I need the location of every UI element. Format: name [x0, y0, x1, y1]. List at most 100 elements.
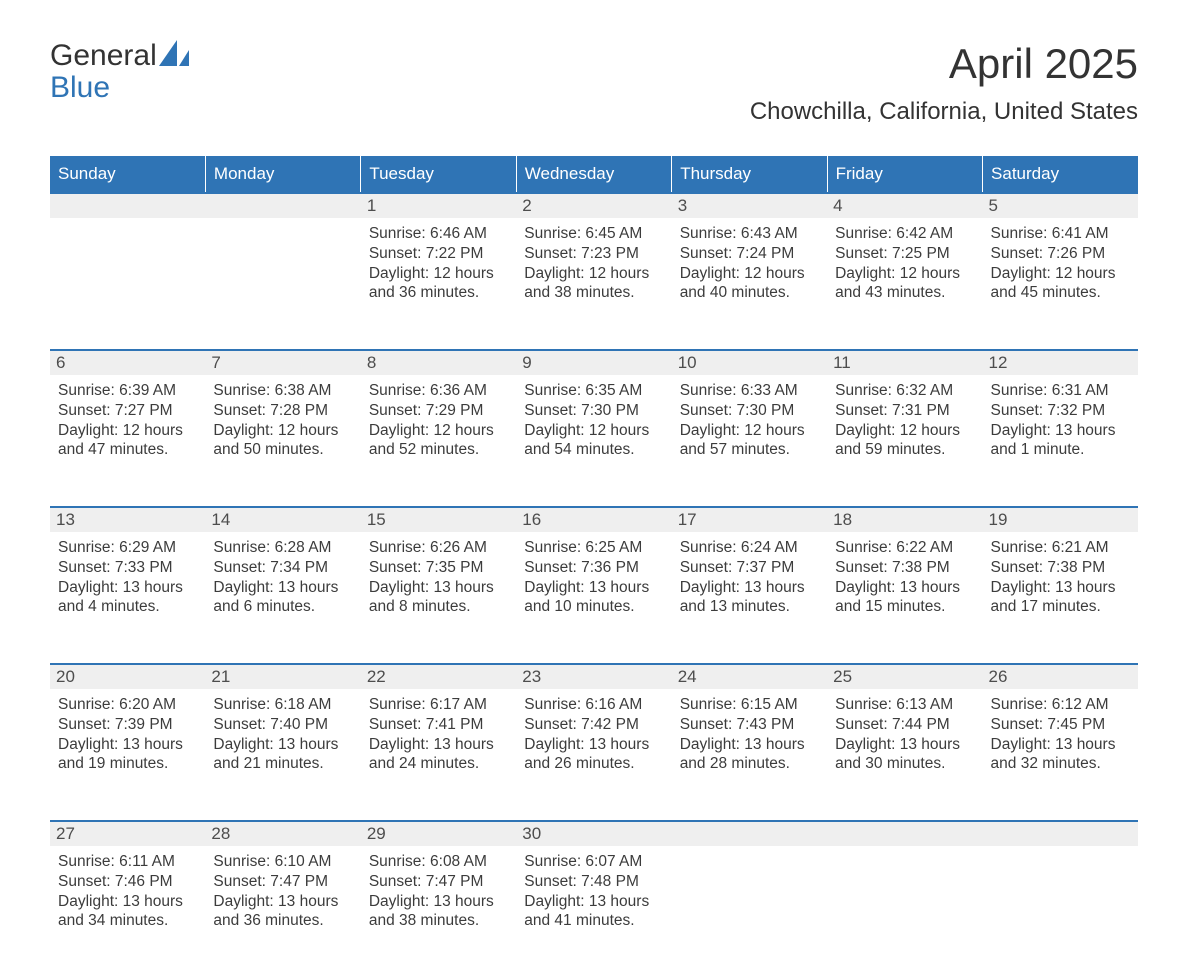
- daylight-line: Daylight: 13 hours and 28 minutes.: [680, 735, 819, 775]
- sunrise-line: Sunrise: 6:08 AM: [369, 852, 508, 872]
- day-number-cell: 6: [50, 350, 205, 375]
- day-data: Sunrise: 6:46 AMSunset: 7:22 PMDaylight:…: [361, 218, 516, 303]
- day-data: Sunrise: 6:41 AMSunset: 7:26 PMDaylight:…: [983, 218, 1138, 303]
- day-data: Sunrise: 6:45 AMSunset: 7:23 PMDaylight:…: [516, 218, 671, 303]
- day-data: Sunrise: 6:22 AMSunset: 7:38 PMDaylight:…: [827, 532, 982, 617]
- sunset-line: Sunset: 7:42 PM: [524, 715, 663, 735]
- day-number-cell: 2: [516, 193, 671, 218]
- day-data: Sunrise: 6:16 AMSunset: 7:42 PMDaylight:…: [516, 689, 671, 774]
- day-data: Sunrise: 6:18 AMSunset: 7:40 PMDaylight:…: [205, 689, 360, 774]
- day-header: Wednesday: [516, 156, 671, 193]
- week-number-row: 20212223242526: [50, 664, 1138, 689]
- sunrise-line: Sunrise: 6:25 AM: [524, 538, 663, 558]
- logo-sail-icon: [159, 40, 193, 66]
- day-data: Sunrise: 6:42 AMSunset: 7:25 PMDaylight:…: [827, 218, 982, 303]
- day-number: 11: [827, 351, 982, 375]
- sunset-line: Sunset: 7:40 PM: [213, 715, 352, 735]
- day-number: 2: [516, 194, 671, 218]
- daylight-line: Daylight: 13 hours and 41 minutes.: [524, 892, 663, 932]
- daylight-line: Daylight: 13 hours and 30 minutes.: [835, 735, 974, 775]
- day-number-cell: 5: [983, 193, 1138, 218]
- day-number: 8: [361, 351, 516, 375]
- day-header: Sunday: [50, 156, 205, 193]
- day-number-cell: [50, 193, 205, 218]
- daylight-line: Daylight: 13 hours and 15 minutes.: [835, 578, 974, 618]
- day-cell: Sunrise: 6:24 AMSunset: 7:37 PMDaylight:…: [672, 532, 827, 664]
- sunrise-line: Sunrise: 6:36 AM: [369, 381, 508, 401]
- day-number-cell: 27: [50, 821, 205, 846]
- week-number-row: 12345: [50, 193, 1138, 218]
- day-cell: Sunrise: 6:20 AMSunset: 7:39 PMDaylight:…: [50, 689, 205, 821]
- sunrise-line: Sunrise: 6:07 AM: [524, 852, 663, 872]
- day-number: 14: [205, 508, 360, 532]
- day-number-cell: 18: [827, 507, 982, 532]
- day-number-cell: 26: [983, 664, 1138, 689]
- sunset-line: Sunset: 7:41 PM: [369, 715, 508, 735]
- day-cell: Sunrise: 6:08 AMSunset: 7:47 PMDaylight:…: [361, 846, 516, 978]
- calendar-body: 12345Sunrise: 6:46 AMSunset: 7:22 PMDayl…: [50, 193, 1138, 978]
- sunrise-line: Sunrise: 6:33 AM: [680, 381, 819, 401]
- day-header: Tuesday: [361, 156, 516, 193]
- day-cell: [205, 218, 360, 350]
- day-number: 28: [205, 822, 360, 846]
- day-number-cell: 19: [983, 507, 1138, 532]
- sunset-line: Sunset: 7:24 PM: [680, 244, 819, 264]
- day-number-cell: 28: [205, 821, 360, 846]
- sunset-line: Sunset: 7:27 PM: [58, 401, 197, 421]
- sunrise-line: Sunrise: 6:13 AM: [835, 695, 974, 715]
- sunset-line: Sunset: 7:29 PM: [369, 401, 508, 421]
- daylight-line: Daylight: 12 hours and 54 minutes.: [524, 421, 663, 461]
- day-data: Sunrise: 6:33 AMSunset: 7:30 PMDaylight:…: [672, 375, 827, 460]
- day-cell: [672, 846, 827, 978]
- day-number: 27: [50, 822, 205, 846]
- day-data: Sunrise: 6:25 AMSunset: 7:36 PMDaylight:…: [516, 532, 671, 617]
- sunrise-line: Sunrise: 6:24 AM: [680, 538, 819, 558]
- day-cell: Sunrise: 6:46 AMSunset: 7:22 PMDaylight:…: [361, 218, 516, 350]
- day-header: Monday: [205, 156, 360, 193]
- day-number-cell: [672, 821, 827, 846]
- sunrise-line: Sunrise: 6:20 AM: [58, 695, 197, 715]
- day-cell: Sunrise: 6:22 AMSunset: 7:38 PMDaylight:…: [827, 532, 982, 664]
- day-data: Sunrise: 6:32 AMSunset: 7:31 PMDaylight:…: [827, 375, 982, 460]
- logo-line1: General: [50, 39, 157, 72]
- day-number: 22: [361, 665, 516, 689]
- day-number: 23: [516, 665, 671, 689]
- day-number: 29: [361, 822, 516, 846]
- daylight-line: Daylight: 13 hours and 38 minutes.: [369, 892, 508, 932]
- sunset-line: Sunset: 7:35 PM: [369, 558, 508, 578]
- day-cell: Sunrise: 6:41 AMSunset: 7:26 PMDaylight:…: [983, 218, 1138, 350]
- day-data: Sunrise: 6:31 AMSunset: 7:32 PMDaylight:…: [983, 375, 1138, 460]
- sunrise-line: Sunrise: 6:21 AM: [991, 538, 1130, 558]
- day-data: Sunrise: 6:08 AMSunset: 7:47 PMDaylight:…: [361, 846, 516, 931]
- day-data: Sunrise: 6:07 AMSunset: 7:48 PMDaylight:…: [516, 846, 671, 931]
- day-cell: [983, 846, 1138, 978]
- day-cell: Sunrise: 6:15 AMSunset: 7:43 PMDaylight:…: [672, 689, 827, 821]
- sunrise-line: Sunrise: 6:18 AM: [213, 695, 352, 715]
- sunrise-line: Sunrise: 6:38 AM: [213, 381, 352, 401]
- day-cell: Sunrise: 6:10 AMSunset: 7:47 PMDaylight:…: [205, 846, 360, 978]
- day-data: Sunrise: 6:11 AMSunset: 7:46 PMDaylight:…: [50, 846, 205, 931]
- day-number-cell: 11: [827, 350, 982, 375]
- day-number: 21: [205, 665, 360, 689]
- day-number-cell: [983, 821, 1138, 846]
- day-header: Thursday: [672, 156, 827, 193]
- day-data: Sunrise: 6:15 AMSunset: 7:43 PMDaylight:…: [672, 689, 827, 774]
- week-number-row: 6789101112: [50, 350, 1138, 375]
- logo: General Blue: [50, 40, 193, 103]
- daylight-line: Daylight: 12 hours and 36 minutes.: [369, 264, 508, 304]
- logo-text: General Blue: [50, 40, 193, 103]
- day-number-cell: 8: [361, 350, 516, 375]
- day-data: Sunrise: 6:29 AMSunset: 7:33 PMDaylight:…: [50, 532, 205, 617]
- day-number: 9: [516, 351, 671, 375]
- day-number: 3: [672, 194, 827, 218]
- day-cell: Sunrise: 6:25 AMSunset: 7:36 PMDaylight:…: [516, 532, 671, 664]
- sunset-line: Sunset: 7:36 PM: [524, 558, 663, 578]
- day-cell: Sunrise: 6:07 AMSunset: 7:48 PMDaylight:…: [516, 846, 671, 978]
- day-number-cell: 29: [361, 821, 516, 846]
- sunset-line: Sunset: 7:33 PM: [58, 558, 197, 578]
- day-data: Sunrise: 6:38 AMSunset: 7:28 PMDaylight:…: [205, 375, 360, 460]
- sunset-line: Sunset: 7:26 PM: [991, 244, 1130, 264]
- day-cell: Sunrise: 6:11 AMSunset: 7:46 PMDaylight:…: [50, 846, 205, 978]
- sunrise-line: Sunrise: 6:39 AM: [58, 381, 197, 401]
- daylight-line: Daylight: 12 hours and 38 minutes.: [524, 264, 663, 304]
